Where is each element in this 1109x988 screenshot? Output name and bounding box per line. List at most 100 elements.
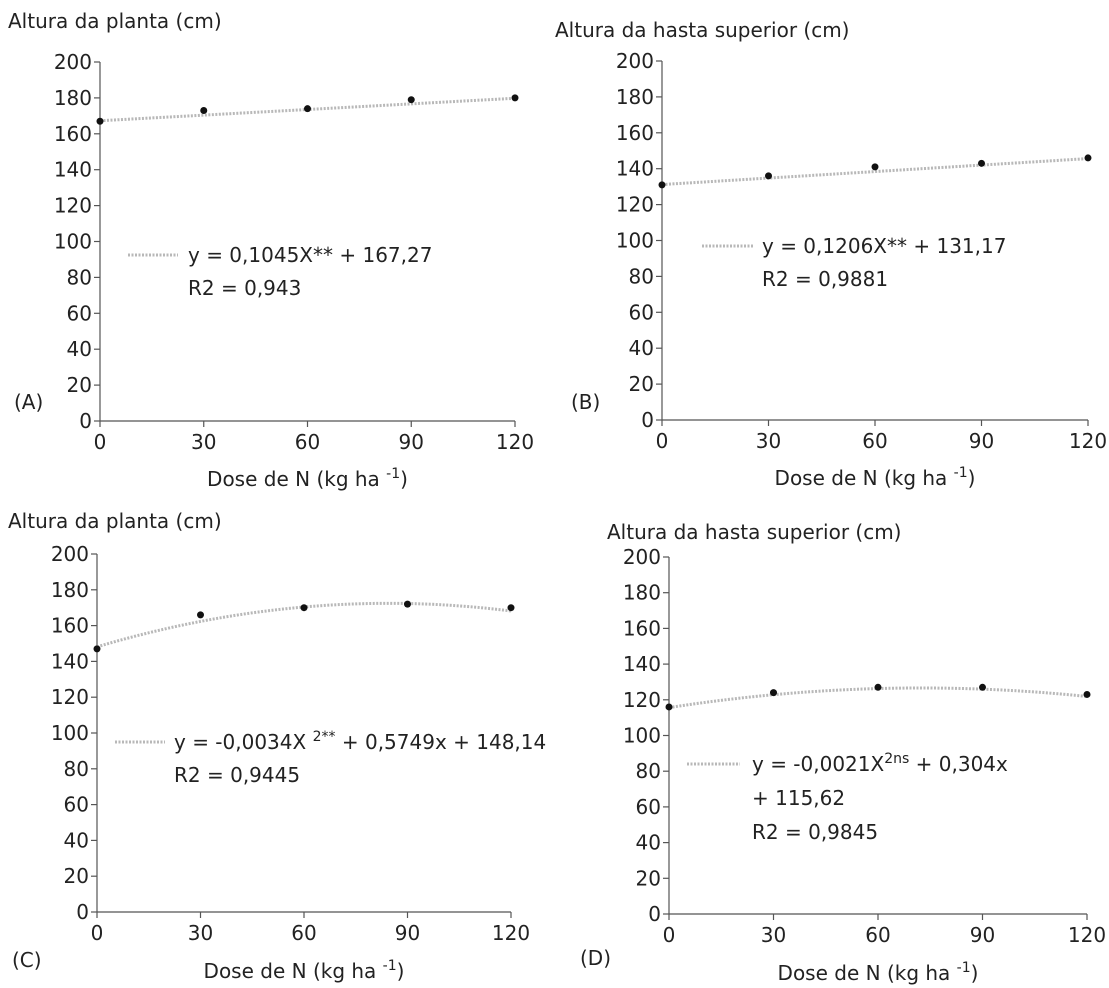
data-point	[404, 600, 411, 608]
y-tick-label: 0	[79, 409, 92, 433]
x-tick-label: 120	[496, 430, 534, 454]
data-point	[197, 611, 204, 619]
x-tick-label: 0	[663, 923, 676, 947]
y-tick-label: 20	[636, 866, 661, 890]
chart-title: Altura da planta (cm)	[8, 9, 222, 33]
regression-equation: y = -0,0034X 2** + 0,5749x + 148,14	[174, 729, 546, 754]
trend-line	[661, 157, 1089, 187]
y-tick-label: 80	[67, 265, 92, 289]
data-point	[871, 163, 879, 171]
x-tick-label: 0	[94, 430, 107, 454]
regression-label: + 115,62	[752, 786, 845, 810]
regression-label: R2 = 0,9845	[752, 820, 878, 844]
y-tick-label: 180	[54, 86, 92, 110]
data-point	[407, 96, 415, 104]
y-tick-label: 40	[636, 831, 661, 855]
y-tick-label: 100	[616, 229, 654, 253]
data-point	[93, 645, 101, 653]
x-tick-label: 90	[970, 923, 995, 947]
panel-label: (A)	[14, 390, 43, 414]
y-tick-label: 180	[51, 578, 89, 602]
x-tick-label: 30	[761, 923, 786, 947]
y-tick-label: 180	[616, 85, 654, 109]
y-tick-label: 140	[616, 157, 654, 181]
chart-panel-a: Altura da planta (cm) 0 20 40 60 80 100 120 140 1…	[8, 9, 534, 491]
chart-panel-d: Altura da hasta superior (cm) 0 20 40 60 80 10…	[580, 520, 1106, 985]
x-tick-label: 0	[91, 921, 104, 945]
data-point	[1083, 690, 1091, 698]
y-tick-label: 40	[64, 828, 89, 852]
x-tick-label: 60	[291, 921, 316, 945]
x-tick-label: 120	[492, 921, 530, 945]
y-tick-label: 60	[629, 300, 654, 324]
chart-panel-c: Altura da planta (cm) 0 20 40 60 80 100 120 140 1…	[8, 509, 546, 983]
data-point	[978, 159, 985, 167]
regression-label: R2 = 0,9881	[762, 267, 888, 291]
regression-equation: y = -0,0021X2ns + 0,304x	[752, 751, 1008, 776]
y-tick-label: 200	[616, 49, 654, 73]
y-tick-label: 20	[67, 373, 92, 397]
chart-panel-b: Altura da hasta superior (cm) 0 20 40 60 80 10…	[555, 18, 1107, 490]
y-tick-label: 60	[636, 795, 661, 819]
y-tick-label: 200	[623, 545, 661, 569]
data-point	[874, 683, 882, 691]
data-point	[765, 172, 772, 180]
data-point	[1084, 154, 1092, 162]
regression-equation: y = 0,1206X** + 131,17	[762, 234, 1006, 258]
y-tick-label: 20	[629, 372, 654, 396]
y-tick-label: 80	[636, 759, 661, 783]
y-tick-label: 60	[67, 301, 92, 325]
chart-title: Altura da hasta superior (cm)	[555, 18, 849, 42]
x-axis-label: Dose de N (kg ha -1)	[207, 466, 408, 491]
data-point	[304, 105, 311, 113]
y-tick-label: 140	[54, 158, 92, 182]
y-tick-label: 80	[629, 264, 654, 288]
data-point	[507, 604, 515, 612]
panel-label: (C)	[12, 948, 42, 972]
panel-label: (B)	[571, 390, 600, 414]
chart-title: Altura da planta (cm)	[8, 509, 222, 533]
y-tick-label: 20	[64, 864, 89, 888]
y-tick-label: 0	[648, 902, 661, 926]
x-tick-label: 90	[969, 429, 994, 453]
data-point	[200, 106, 208, 114]
x-tick-label: 90	[399, 430, 424, 454]
y-tick-label: 160	[616, 121, 654, 145]
y-tick-label: 140	[51, 649, 89, 673]
y-tick-label: 160	[54, 122, 92, 146]
data-point	[658, 181, 666, 189]
regression-label: R2 = 0,943	[188, 276, 301, 300]
data-point	[300, 604, 308, 612]
data-point	[96, 117, 104, 125]
y-tick-label: 160	[51, 614, 89, 638]
x-tick-label: 60	[295, 430, 320, 454]
x-axis-label: Dose de N (kg ha -1)	[204, 958, 405, 983]
y-tick-label: 140	[623, 652, 661, 676]
x-tick-label: 0	[656, 429, 669, 453]
y-tick-label: 100	[623, 724, 661, 748]
y-tick-label: 0	[76, 900, 89, 924]
y-tick-label: 200	[54, 50, 92, 74]
trend-line	[668, 686, 1088, 710]
y-tick-label: 120	[54, 194, 92, 218]
x-tick-label: 60	[862, 429, 887, 453]
data-point	[665, 703, 673, 711]
regression-equation: y = 0,1045X** + 167,27	[188, 243, 432, 267]
y-tick-label: 40	[629, 336, 654, 360]
data-point	[979, 683, 986, 691]
x-tick-label: 120	[1069, 429, 1107, 453]
regression-label: R2 = 0,9445	[174, 763, 300, 787]
x-axis-label: Dose de N (kg ha -1)	[778, 960, 979, 985]
panel-label: (D)	[580, 946, 611, 970]
y-tick-label: 120	[623, 688, 661, 712]
y-tick-label: 160	[623, 616, 661, 640]
y-tick-label: 0	[641, 408, 654, 432]
y-tick-label: 120	[51, 685, 89, 709]
y-tick-label: 60	[64, 793, 89, 817]
x-tick-label: 30	[756, 429, 781, 453]
y-tick-label: 100	[51, 721, 89, 745]
x-tick-label: 60	[865, 923, 890, 947]
y-tick-label: 200	[51, 542, 89, 566]
chart-title: Altura da hasta superior (cm)	[607, 520, 901, 544]
